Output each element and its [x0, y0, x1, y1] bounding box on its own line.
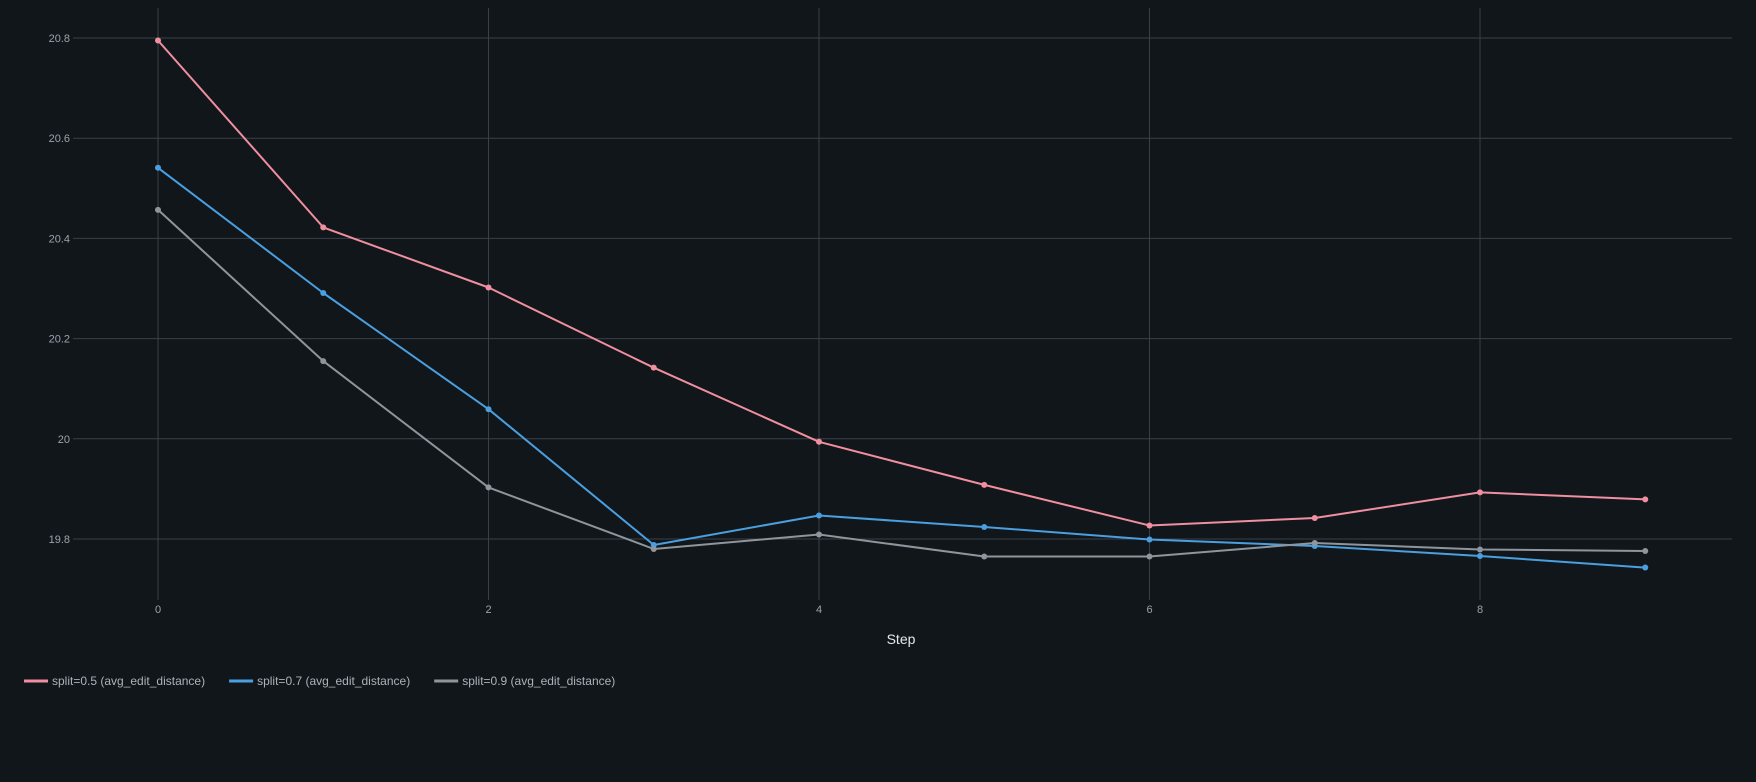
x-axis-ticks: 0 2 4 6 8 [155, 604, 1483, 616]
x-axis-title: Step [887, 631, 916, 647]
x-tick-label: 4 [816, 604, 822, 616]
data-point[interactable] [816, 512, 822, 519]
series-line [157, 166, 1647, 569]
data-point[interactable] [485, 406, 492, 413]
y-tick-label: 20.6 [49, 133, 70, 145]
x-tick-label: 2 [485, 604, 491, 616]
data-point[interactable] [1477, 546, 1483, 553]
data-point[interactable] [1642, 564, 1649, 571]
legend-label: split=0.9 (avg_edit_distance) [462, 674, 615, 688]
series-lines [155, 37, 1649, 571]
data-point[interactable] [1146, 553, 1153, 560]
y-tick-label: 20 [58, 434, 70, 446]
data-point[interactable] [981, 523, 988, 530]
data-point[interactable] [155, 164, 161, 171]
data-point[interactable] [485, 484, 492, 491]
legend-item-1[interactable]: split=0.5 (avg_edit_distance) [24, 674, 205, 688]
x-tick-label: 8 [1477, 604, 1483, 616]
data-point[interactable] [1642, 548, 1649, 555]
y-axis-ticks: 19.8 20 20.2 20.4 20.6 20.8 [49, 33, 70, 546]
data-point[interactable] [485, 284, 492, 291]
series-line [157, 39, 1647, 527]
y-tick-label: 20.2 [49, 334, 70, 346]
series-2 [155, 164, 1649, 571]
data-point[interactable] [155, 37, 161, 44]
data-point[interactable] [155, 206, 161, 213]
grid [73, 8, 1732, 600]
data-point[interactable] [1642, 496, 1649, 503]
data-point[interactable] [981, 481, 988, 488]
data-point[interactable] [1477, 489, 1483, 496]
legend-label: split=0.5 (avg_edit_distance) [52, 674, 205, 688]
data-point[interactable] [650, 364, 657, 371]
x-tick-label: 0 [155, 604, 161, 616]
y-tick-label: 20.4 [49, 233, 70, 245]
series-3 [155, 206, 1649, 560]
x-tick-label: 6 [1146, 604, 1152, 616]
data-point[interactable] [320, 290, 327, 297]
legend-label: split=0.7 (avg_edit_distance) [257, 674, 410, 688]
data-point[interactable] [1311, 514, 1318, 521]
y-tick-label: 20.8 [49, 33, 70, 45]
data-point[interactable] [816, 531, 822, 538]
legend-item-3[interactable]: split=0.9 (avg_edit_distance) [434, 674, 615, 688]
data-point[interactable] [981, 553, 988, 560]
legend-item-2[interactable]: split=0.7 (avg_edit_distance) [229, 674, 410, 688]
data-point[interactable] [1146, 522, 1153, 529]
data-point[interactable] [1311, 540, 1318, 547]
series-1 [155, 37, 1649, 529]
data-point[interactable] [1477, 553, 1483, 560]
data-point[interactable] [320, 224, 327, 231]
series-line [157, 208, 1647, 558]
data-point[interactable] [650, 546, 657, 553]
data-point[interactable] [816, 438, 822, 445]
y-tick-label: 19.8 [49, 534, 70, 546]
legend: split=0.5 (avg_edit_distance) split=0.7 (… [24, 674, 615, 688]
data-point[interactable] [1146, 536, 1153, 543]
data-point[interactable] [320, 358, 327, 365]
